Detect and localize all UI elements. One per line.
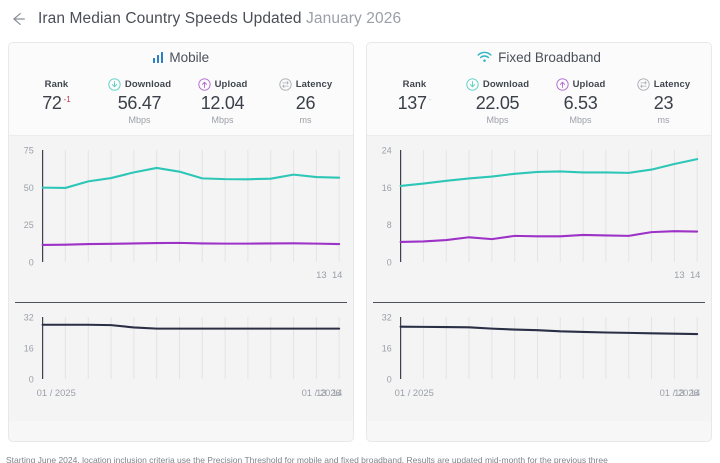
stat-latency: Latency 23 ms — [622, 77, 705, 125]
x-tick-label: 14 — [690, 270, 700, 281]
stat-download: Download 22.05 Mbps — [456, 77, 539, 125]
stat-upload-label: Upload — [214, 78, 248, 90]
y-tick-label: 16 — [24, 343, 34, 353]
chart-fixed-broadband-speed: 0 8 16 24 13 14 — [367, 135, 711, 302]
stat-rank-label: Rank — [402, 78, 427, 90]
latency-icon — [279, 77, 292, 91]
stat-rank-delta: - — [428, 95, 432, 104]
wifi-icon — [477, 51, 492, 62]
page-title-period: January 2026 — [306, 10, 402, 27]
stat-latency-label: Latency — [295, 78, 333, 90]
chart-fixed-broadband-latency: 0 16 32 01 / 2025 01 / 2026 13 14 — [367, 302, 711, 421]
x-axis-label-start: 01 / 2025 — [37, 388, 76, 399]
upload-icon — [555, 77, 569, 91]
page-header: Iran Median Country Speeds Updated Janua… — [0, 0, 720, 38]
stats-mobile: Rank 72 -1 Download — [9, 71, 353, 136]
stat-download-unit: Mbps — [128, 114, 151, 125]
stat-latency-unit: ms — [657, 114, 670, 125]
series-line-latency — [41, 323, 341, 330]
stat-upload-label: Upload — [572, 78, 606, 90]
stat-upload-value: 12.04 — [200, 93, 245, 113]
tab-mobile-label: Mobile — [169, 49, 210, 65]
stat-rank-delta: -1 — [63, 95, 71, 104]
y-tick-label: 0 — [29, 257, 34, 267]
y-tick-label: 0 — [387, 374, 392, 384]
card-mobile: Mobile Rank 72 -1 — [8, 42, 354, 442]
stat-latency-label: Latency — [653, 78, 691, 90]
stat-download-unit: Mbps — [486, 114, 509, 125]
series-line-upload — [399, 230, 699, 243]
tab-fixed-broadband-label: Fixed Broadband — [498, 49, 601, 65]
chart-divider — [373, 301, 705, 303]
page-title: Iran Median Country Speeds Updated Janua… — [38, 10, 401, 28]
stat-download-label: Download — [124, 78, 172, 90]
y-tick-label: 24 — [382, 145, 392, 155]
y-tick-label: 25 — [24, 220, 34, 230]
series-line-download — [41, 166, 341, 189]
latency-icon — [637, 77, 650, 91]
card-fixed-broadband: Fixed Broadband Rank 137 - — [366, 42, 712, 442]
series-line-latency — [399, 325, 699, 335]
chart-mobile-speed: 0 25 50 75 13 14 — [9, 135, 353, 302]
stat-latency-value: 23 — [653, 93, 674, 113]
stat-download-value: 22.05 — [475, 93, 520, 113]
download-icon — [108, 77, 121, 91]
x-tick-label: 14 — [690, 388, 700, 399]
stat-latency: Latency 26 ms — [264, 77, 347, 125]
stat-download-value: 56.47 — [117, 93, 162, 113]
y-tick-label: 50 — [24, 183, 34, 193]
series-line-upload — [41, 241, 341, 246]
x-tick-label: 14 — [332, 270, 342, 281]
arrow-left-icon[interactable] — [8, 9, 28, 29]
signal-bars-icon — [152, 51, 164, 63]
chart-divider — [15, 301, 347, 303]
stat-upload-unit: Mbps — [569, 114, 592, 125]
upload-icon — [197, 77, 211, 91]
x-axis-label-end: 01 / 2026 — [302, 388, 341, 399]
page-title-main: Iran Median Country Speeds Updated — [38, 10, 302, 27]
stats-fixed-broadband: Rank 137 - Download — [367, 71, 711, 136]
tab-fixed-broadband[interactable]: Fixed Broadband — [367, 43, 711, 71]
stat-latency-value: 26 — [295, 93, 316, 113]
x-tick-label: 13 — [674, 270, 684, 281]
stat-upload-value: 6.53 — [563, 93, 598, 113]
stat-rank: Rank 137 - — [373, 77, 456, 125]
stat-latency-unit: ms — [299, 114, 312, 125]
stat-rank-label: Rank — [44, 78, 69, 90]
y-tick-label: 16 — [382, 343, 392, 353]
x-tick-label: 13 — [316, 388, 326, 399]
stat-download-label: Download — [482, 78, 530, 90]
stat-upload: Upload 6.53 Mbps — [539, 77, 622, 125]
stat-upload-unit: Mbps — [211, 114, 234, 125]
x-tick-label: 13 — [316, 270, 326, 281]
y-tick-label: 32 — [24, 312, 34, 322]
y-tick-label: 8 — [387, 220, 392, 230]
y-tick-label: 0 — [387, 257, 392, 267]
stat-rank: Rank 72 -1 — [15, 77, 98, 125]
cards-row: Mobile Rank 72 -1 — [0, 38, 720, 442]
y-tick-label: 75 — [24, 145, 34, 155]
stat-upload: Upload 12.04 Mbps — [181, 77, 264, 125]
y-tick-label: 32 — [382, 312, 392, 322]
x-axis-label-end: 01 / 2026 — [660, 388, 699, 399]
tab-mobile[interactable]: Mobile — [9, 43, 353, 71]
stat-download: Download 56.47 Mbps — [98, 77, 181, 125]
footnote: Starting June 2024, location inclusion c… — [6, 455, 608, 463]
y-tick-label: 0 — [29, 374, 34, 384]
chart-mobile-latency: 0 16 32 01 / 2025 01 / 2026 13 14 — [9, 302, 353, 421]
x-tick-label: 13 — [674, 388, 684, 399]
stat-rank-value: 137 — [397, 93, 427, 113]
y-tick-label: 16 — [382, 183, 392, 193]
x-tick-label: 14 — [332, 388, 342, 399]
x-axis-label-start: 01 / 2025 — [395, 388, 434, 399]
series-line-download — [399, 157, 699, 187]
download-icon — [466, 77, 479, 91]
stat-rank-value: 72 — [42, 93, 62, 113]
